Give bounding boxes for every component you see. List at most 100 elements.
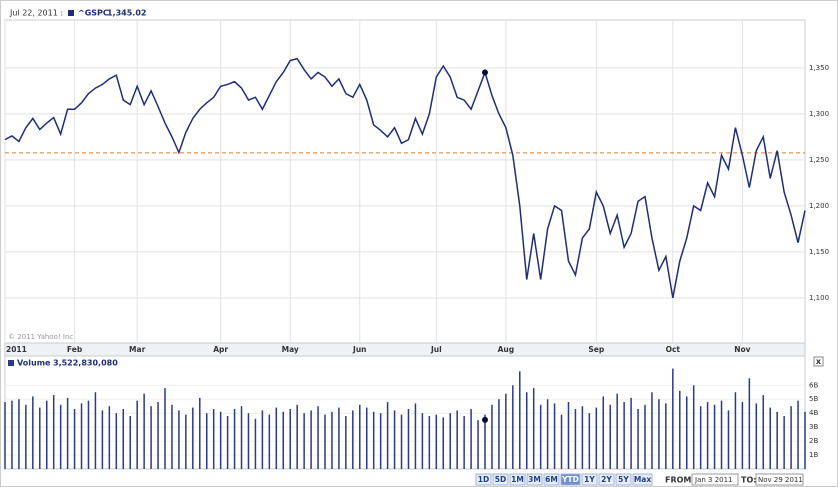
volume-bar	[609, 404, 611, 469]
volume-bar	[39, 407, 41, 469]
range-label[interactable]: 1Y	[584, 475, 595, 484]
volume-bar	[261, 410, 264, 469]
from-label: FROM:	[665, 476, 695, 485]
volume-bar	[783, 415, 785, 469]
range-label[interactable]: YTD	[561, 475, 579, 484]
volume-bar	[268, 414, 271, 469]
volume-bar	[178, 410, 180, 469]
volume-bar	[797, 400, 799, 469]
month-strip	[4, 342, 806, 357]
x-tick-label: Jun	[352, 345, 366, 354]
volume-bar	[519, 371, 521, 469]
range-button[interactable]	[509, 473, 526, 486]
close-button[interactable]	[813, 356, 824, 367]
range-button[interactable]	[526, 473, 543, 486]
x-tick-label: Feb	[67, 345, 83, 354]
volume-bar	[414, 403, 417, 469]
volume-bar	[679, 390, 681, 469]
volume-bar	[734, 392, 737, 469]
volume-bar	[491, 404, 493, 469]
copyright: © 2011 Yahoo! Inc.	[8, 333, 75, 341]
volume-bar	[372, 411, 375, 469]
range-label[interactable]: Max	[634, 475, 652, 484]
volume-bar	[665, 403, 667, 469]
volume-bar	[379, 413, 382, 469]
volume-bar	[581, 406, 584, 469]
volume-bar	[456, 410, 458, 469]
volume-bar	[769, 407, 771, 469]
volume-bar	[720, 400, 723, 469]
volume-bar	[435, 414, 438, 469]
volume-bar	[52, 395, 55, 469]
range-label[interactable]: 6M	[545, 475, 558, 484]
volume-bar	[157, 402, 159, 469]
range-button[interactable]	[492, 473, 509, 486]
x-tick-label: Apr	[213, 345, 228, 354]
range-label[interactable]: 3M	[528, 475, 541, 484]
from-value[interactable]: Jan 3 2011	[694, 476, 733, 484]
range-button[interactable]	[615, 473, 632, 486]
header-date: Jul 22, 2011 :	[9, 9, 63, 18]
volume-bar	[171, 404, 173, 469]
volume-bar	[108, 406, 111, 469]
to-input[interactable]	[755, 473, 804, 486]
y-tick-label: 2B	[809, 437, 818, 445]
volume-bar	[73, 409, 76, 469]
volume-bar	[365, 407, 368, 469]
volume-bar	[212, 409, 215, 469]
volume-bar	[185, 414, 187, 469]
legend-value: 1,345.02	[107, 9, 146, 18]
range-label[interactable]: 5Y	[618, 475, 629, 484]
volume-bar	[233, 409, 236, 469]
volume-bar	[129, 415, 131, 469]
volume-bar	[560, 414, 563, 469]
volume-bar	[324, 414, 326, 469]
volume-name: Volume	[17, 359, 51, 368]
volume-bar	[463, 415, 465, 469]
volume-bar	[755, 403, 758, 469]
from-input[interactable]	[691, 473, 739, 486]
y-tick-label: 1,200	[809, 202, 829, 210]
range-button[interactable]	[598, 473, 615, 486]
volume-bar	[101, 410, 104, 469]
volume-bar	[352, 410, 354, 469]
range-button[interactable]	[543, 473, 560, 486]
range-button[interactable]	[632, 473, 653, 486]
volume-bar	[407, 409, 410, 469]
range-label[interactable]: 2Y	[601, 475, 612, 484]
x-tick-label: Jul	[430, 345, 442, 354]
volume-bar	[442, 417, 445, 469]
volume-bar	[804, 411, 806, 469]
volume-bar	[303, 413, 305, 469]
range-button[interactable]	[475, 473, 492, 486]
price-line	[4, 57, 806, 299]
volume-bar	[226, 415, 229, 469]
volume-bar	[59, 404, 62, 469]
volume-bar	[192, 407, 194, 469]
range-button[interactable]	[581, 473, 598, 486]
y-tick-label: 1,300	[809, 110, 829, 118]
volume-bar	[345, 415, 347, 469]
volume-bar	[637, 409, 639, 469]
y-tick-label: 1,350	[809, 64, 829, 72]
volume-bar	[317, 406, 319, 469]
close-label[interactable]: x	[816, 357, 822, 366]
volume-bar	[310, 410, 312, 469]
to-value[interactable]: Nov 29 2011	[758, 476, 803, 484]
volume-bar	[512, 385, 514, 469]
range-label[interactable]: 5D	[495, 475, 506, 484]
volume-bar	[143, 393, 145, 469]
volume-panel	[4, 355, 806, 470]
volume-bar	[219, 411, 222, 469]
volume-bar	[776, 411, 778, 469]
range-label[interactable]: 1D	[478, 475, 489, 484]
volume-bar	[331, 411, 333, 469]
volume-bar	[66, 397, 69, 469]
volume-bar	[199, 397, 201, 469]
volume-bar	[699, 406, 702, 469]
range-button[interactable]	[560, 473, 581, 486]
volume-bar	[32, 396, 34, 469]
y-tick-label: 1,250	[809, 156, 829, 164]
range-label[interactable]: 1M	[511, 475, 524, 484]
volume-bar	[477, 420, 479, 469]
